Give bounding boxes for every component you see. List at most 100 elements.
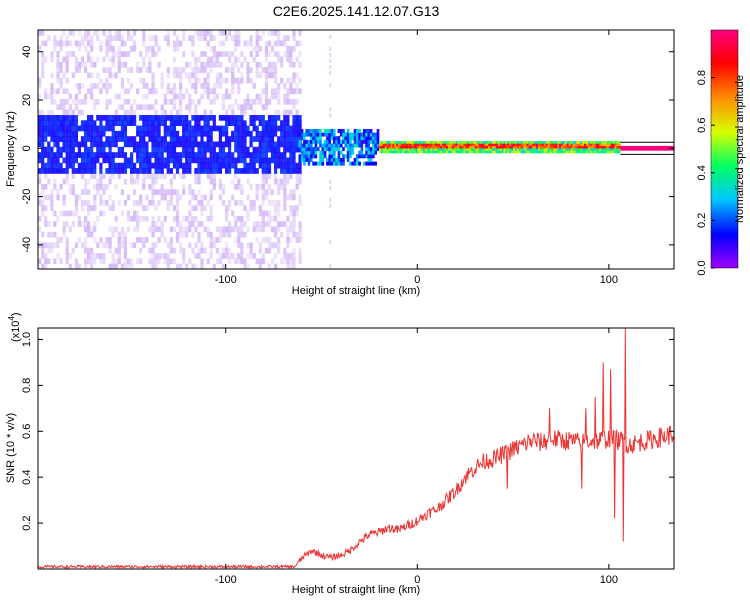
spectrogram-cell <box>41 120 45 126</box>
spectrogram-cell <box>175 210 180 217</box>
spectrogram-cell <box>182 258 186 265</box>
spectrogram-cell <box>255 184 259 190</box>
spectrogram-cell <box>342 157 345 162</box>
spectrogram-cell <box>188 141 192 148</box>
spectrogram-cell <box>123 130 127 137</box>
spectrogram-cell <box>139 115 143 121</box>
spectrogram-cell <box>249 141 253 148</box>
spectrogram-cell <box>120 242 124 249</box>
spectrogram-cell <box>182 247 186 254</box>
spectrogram-cell <box>492 145 495 149</box>
spectrogram-cell <box>507 145 510 149</box>
spectrogram-cell <box>267 51 272 57</box>
spectrogram-cell <box>353 136 357 141</box>
spectrogram-cell <box>59 45 63 52</box>
spectrogram-cell <box>495 141 498 144</box>
spectrogram-cell <box>142 157 146 164</box>
spectrogram-cell <box>212 51 216 57</box>
spectrogram-cell <box>237 77 241 84</box>
spectrogram-cell <box>65 40 69 47</box>
spectrogram-cell <box>553 148 556 151</box>
spectrogram-cell <box>166 35 170 41</box>
spectrogram-cell <box>203 226 207 233</box>
spectrogram-cell <box>237 253 241 259</box>
spectrogram-cell <box>172 152 177 158</box>
spectrogram-cell <box>108 125 112 132</box>
spectrogram-cell <box>84 162 88 169</box>
spectrogram-cell <box>185 115 189 121</box>
spectrogram-cell <box>169 109 173 116</box>
spectrogram-cell <box>175 67 180 73</box>
spectrogram-cell <box>237 215 241 222</box>
spectrogram-cell <box>555 150 558 154</box>
spectrogram-cell <box>267 115 272 121</box>
spectrogram-cell <box>47 231 51 238</box>
spectrogram-cell <box>295 56 299 63</box>
spectrogram-cell <box>68 146 72 153</box>
spectrogram-cell <box>102 242 106 249</box>
spectrogram-cell <box>145 146 149 153</box>
spectrogram-cell <box>68 51 72 57</box>
spectrogram-cell <box>430 148 433 151</box>
spectrogram-cell <box>188 152 192 158</box>
spectrogram-cell <box>591 141 594 144</box>
spectrogram-cell <box>56 67 60 73</box>
spectrogram-cell <box>185 130 189 137</box>
spectrogram-cell <box>286 237 290 243</box>
spectrogram-cell <box>117 173 121 180</box>
spectrogram-cell <box>145 125 149 132</box>
spectrogram-cell <box>80 136 85 142</box>
spectrogram-cell <box>203 115 207 121</box>
spectrogram-cell <box>305 143 308 148</box>
spectrogram-cell <box>93 168 97 174</box>
spectrogram-cell <box>44 215 48 222</box>
spectrogram-cell <box>200 93 204 100</box>
spectrogram-cell <box>310 147 313 152</box>
spectrogram-cell <box>136 88 140 95</box>
snr-multiplier-exponent: 4 <box>7 316 16 321</box>
spectrogram-cell <box>358 154 361 159</box>
spectrogram-cell <box>62 30 66 36</box>
spectrogram-cell <box>212 61 216 68</box>
spectrogram-cell <box>425 148 428 151</box>
spectrogram-cell <box>428 150 431 154</box>
spectrogram-cell <box>175 189 180 195</box>
spectrogram-cell <box>310 150 313 155</box>
spectrogram-cell <box>44 221 48 227</box>
spectrogram-cell <box>328 154 331 159</box>
spectrogram-cell <box>102 173 106 180</box>
spectrogram-cell <box>614 141 617 144</box>
spectrogram-cell <box>90 253 94 259</box>
spectrogram-cell <box>255 237 259 243</box>
spectrogram-cell <box>337 161 341 166</box>
spectrogram-cell <box>126 35 131 41</box>
spectrogram-cell <box>264 162 268 169</box>
spectrogram-cell <box>99 258 103 265</box>
spectrogram-cell <box>295 120 299 126</box>
spectrogram-cell <box>194 115 198 121</box>
spectrogram-cell <box>608 143 612 147</box>
spectrogram-cell <box>108 136 112 142</box>
spectrogram-cell <box>379 143 382 147</box>
spectrogram-cell <box>261 104 265 111</box>
spectrogram-cell <box>258 205 262 211</box>
spectrogram-cell <box>142 61 146 68</box>
spectrogram-cell <box>249 104 253 111</box>
spectrogram-cell <box>77 168 81 174</box>
spectrogram-cell <box>328 143 331 148</box>
spectrogram-cell <box>449 143 453 147</box>
spectrogram-cell <box>283 51 287 57</box>
spectrogram-cell <box>90 120 94 126</box>
spectrogram-cell <box>407 148 410 151</box>
spectrogram-cell <box>237 231 241 238</box>
spectrogram-cell <box>428 148 431 151</box>
spectrogram-cell <box>376 143 380 148</box>
spectrogram-cell <box>438 150 441 154</box>
spectrogram-cell <box>148 45 152 52</box>
spectrogram-cell <box>84 247 88 254</box>
spectrogram-cell <box>50 136 54 142</box>
spectrogram-cell <box>455 141 458 144</box>
spectrogram-cell <box>277 115 281 121</box>
spectrogram-cell <box>117 162 121 169</box>
spectrogram-cell <box>365 147 368 152</box>
